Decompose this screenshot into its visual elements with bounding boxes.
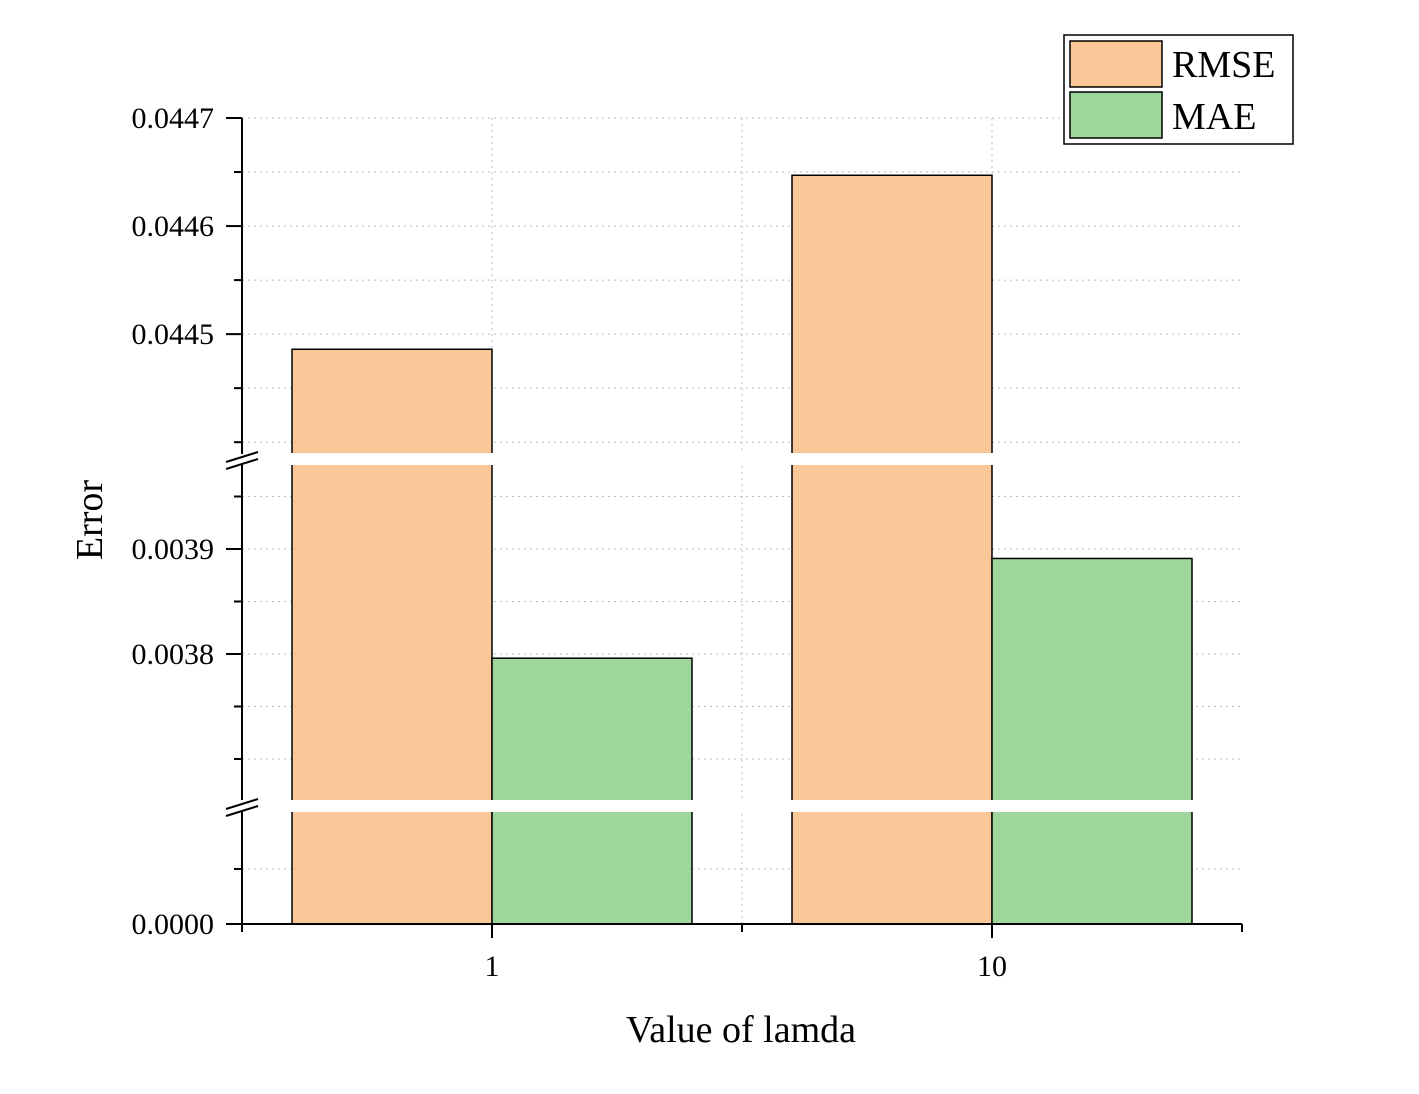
axis-break-band-2 xyxy=(226,800,1246,812)
y-axis-title: Error xyxy=(69,480,111,561)
y-tick-label: 0.0039 xyxy=(132,533,215,566)
y-tick-label: 0.0038 xyxy=(132,638,215,671)
axis-break-mark xyxy=(225,451,259,463)
axis-break-band-1 xyxy=(226,453,1246,465)
bar-rmse-10 xyxy=(791,174,993,925)
axis-break-mark xyxy=(225,458,259,470)
y-tick-label: 0.0447 xyxy=(132,102,215,135)
x-axis-title: Value of lamda xyxy=(626,1009,856,1051)
legend-swatch-rmse xyxy=(1069,40,1163,88)
x-tick-label: 10 xyxy=(977,950,1007,983)
bar-mae-10 xyxy=(991,557,1193,925)
axis-breaks xyxy=(225,451,1246,817)
y-tick-label: 0.0445 xyxy=(132,318,215,351)
legend-swatch-mae xyxy=(1069,91,1163,139)
bar-rmse-1 xyxy=(291,348,493,925)
bar-mae-1 xyxy=(491,657,693,925)
axis-break-mark xyxy=(225,805,259,817)
legend-label-mae: MAE xyxy=(1172,96,1256,138)
tick-labels: 0.0000 0.0038 0.0039 0.0445 0.0446 0.0447 1 10 xyxy=(132,102,1008,983)
y-tick-label: 0.0446 xyxy=(132,210,215,243)
x-tick-label: 1 xyxy=(485,950,500,983)
legend: RMSE MAE xyxy=(1063,34,1294,145)
axis-break-mark xyxy=(225,798,259,810)
legend-label-rmse: RMSE xyxy=(1172,44,1275,86)
axes xyxy=(226,117,1243,938)
y-tick-label: 0.0000 xyxy=(132,908,215,941)
